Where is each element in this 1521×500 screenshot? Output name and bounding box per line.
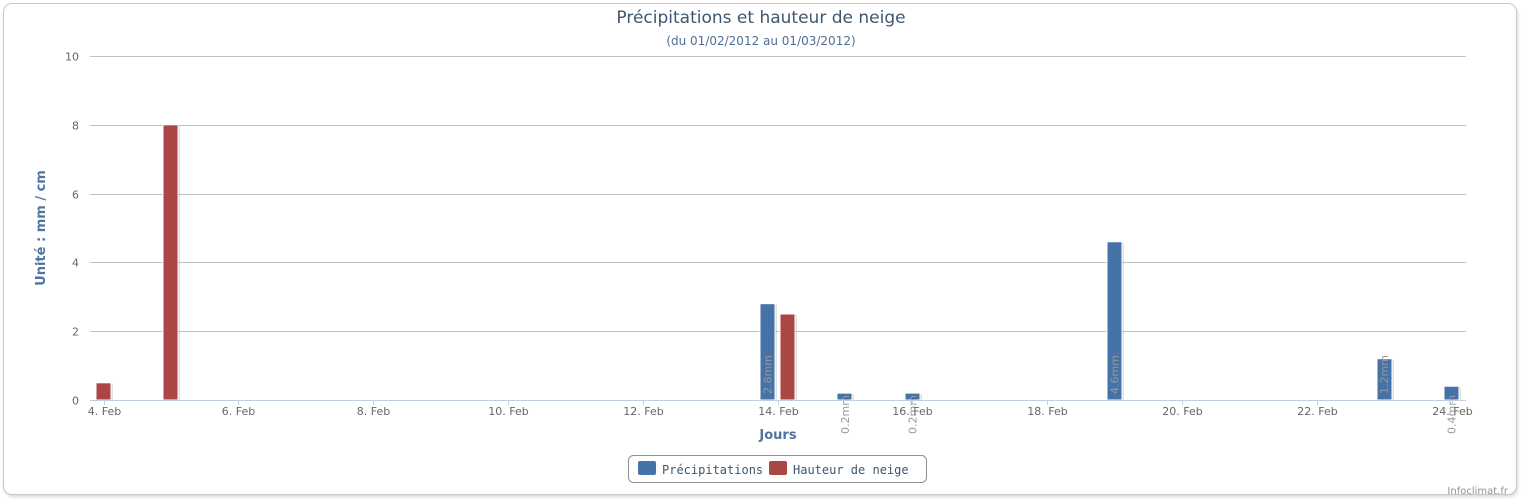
bar-hauteur-de-neige: [779, 313, 796, 401]
data-labels-layer: 2.8mm 0.2mm 0.2mm 4.6mm 1.2mm 0.4mm: [762, 355, 1459, 434]
x-tick-label: 16. Feb: [892, 405, 932, 418]
bar-hauteur-de-neige: [162, 124, 179, 401]
legend-swatch-precipitations: [638, 461, 656, 475]
x-tick-label: 22. Feb: [1297, 405, 1337, 418]
data-label: 0.4mm: [1446, 395, 1459, 434]
y-tick-label: 10: [65, 51, 79, 64]
data-label: 2.8mm: [762, 355, 775, 394]
legend-swatch-hauteur-de-neige: [769, 461, 787, 475]
legend[interactable]: Précipitations Hauteur de neige: [628, 455, 927, 483]
y-tick-label: 6: [72, 189, 79, 202]
grid-lines: [90, 56, 1466, 332]
chart-frame: [3, 3, 1517, 495]
x-tick-label: 6. Feb: [222, 405, 255, 418]
data-label: 0.2mm: [906, 395, 919, 434]
legend-item-hauteur-de-neige[interactable]: Hauteur de neige: [769, 461, 909, 477]
y-axis-ticks: 0 2 4 6 8 10: [65, 51, 79, 408]
y-tick-label: 4: [72, 257, 79, 270]
legend-item-precipitations[interactable]: Précipitations: [638, 461, 763, 477]
x-axis-ticks: 4. Feb 6. Feb 8. Feb 10. Feb 12. Feb 14. Feb 1…: [88, 400, 1473, 418]
legend-label-precipitations: Précipitations: [662, 463, 763, 477]
y-tick-label: 8: [72, 120, 79, 133]
chart-title: Précipitations et hauteur de neige: [616, 8, 905, 28]
x-tick-label: 8. Feb: [357, 405, 390, 418]
credit-link[interactable]: Infoclimat.fr: [1447, 486, 1508, 497]
y-tick-label: 2: [72, 326, 79, 339]
x-tick-label: 24. Feb: [1432, 405, 1472, 418]
x-tick-label: 4. Feb: [88, 405, 121, 418]
data-label: 4.6mm: [1109, 355, 1122, 394]
y-axis-title: Unité : mm / cm: [34, 170, 49, 286]
x-tick-label: 20. Feb: [1162, 405, 1202, 418]
bars-layer: [95, 124, 1461, 401]
x-tick-label: 10. Feb: [488, 405, 528, 418]
legend-label-hauteur-de-neige: Hauteur de neige: [793, 463, 909, 477]
bar-hauteur-de-neige: [95, 382, 112, 401]
chart-subtitle: (du 01/02/2012 au 01/03/2012): [666, 34, 855, 48]
data-label: 1.2mm: [1378, 355, 1391, 394]
x-tick-label: 18. Feb: [1027, 405, 1067, 418]
x-tick-label: 12. Feb: [623, 405, 663, 418]
x-axis-title: Jours: [758, 428, 796, 443]
y-tick-label: 0: [72, 395, 79, 408]
x-tick-label: 14. Feb: [758, 405, 798, 418]
data-label: 0.2mm: [839, 395, 852, 434]
